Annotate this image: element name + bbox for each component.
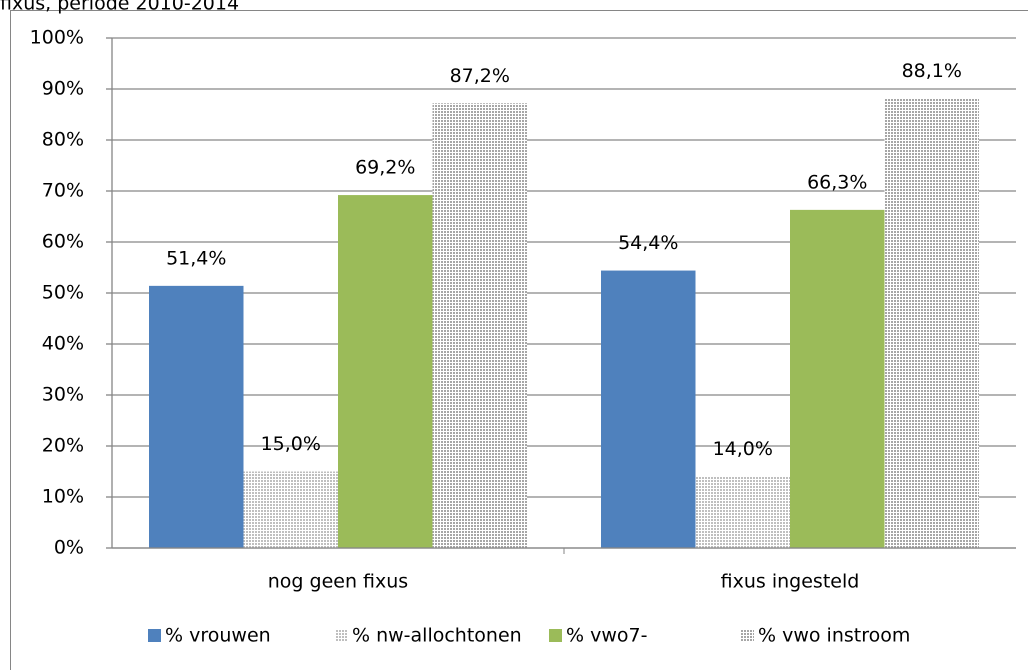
value-label: 87,2% bbox=[450, 65, 510, 87]
y-tick-label: 90% bbox=[42, 78, 84, 100]
y-tick-label: 70% bbox=[42, 180, 84, 202]
value-label: 88,1% bbox=[902, 60, 962, 82]
bar bbox=[884, 98, 979, 548]
bar bbox=[243, 471, 338, 548]
legend-label: % vrouwen bbox=[165, 625, 271, 647]
value-label: 66,3% bbox=[807, 171, 867, 193]
value-label: 15,0% bbox=[261, 433, 321, 455]
y-tick-label: 100% bbox=[30, 27, 84, 49]
x-tick-label: nog geen fixus bbox=[268, 571, 408, 593]
value-label: 51,4% bbox=[166, 247, 226, 269]
value-label: 14,0% bbox=[713, 438, 773, 460]
bar bbox=[432, 103, 527, 548]
legend-swatch bbox=[335, 629, 348, 642]
legend-label: % vwo7- bbox=[566, 625, 647, 647]
bar bbox=[338, 195, 433, 548]
bar bbox=[601, 270, 696, 548]
y-tick-label: 80% bbox=[42, 129, 84, 151]
bar bbox=[790, 209, 885, 548]
bar bbox=[149, 285, 244, 548]
y-tick-label: 10% bbox=[42, 486, 84, 508]
y-tick-label: 60% bbox=[42, 231, 84, 253]
y-tick-label: 50% bbox=[42, 282, 84, 304]
y-tick-label: 20% bbox=[42, 435, 84, 457]
value-label: 54,4% bbox=[618, 232, 678, 254]
legend-label: % nw-allochtonen bbox=[352, 625, 522, 647]
legend-swatch bbox=[741, 629, 754, 642]
y-tick-label: 0% bbox=[54, 537, 84, 559]
y-tick-label: 40% bbox=[42, 333, 84, 355]
legend-swatch bbox=[148, 629, 161, 642]
legend-label: % vwo instroom bbox=[758, 625, 910, 647]
y-tick-label: 30% bbox=[42, 384, 84, 406]
legend-swatch bbox=[549, 629, 562, 642]
value-label: 69,2% bbox=[355, 157, 415, 179]
x-tick-label: fixus ingesteld bbox=[721, 571, 860, 593]
bar bbox=[695, 476, 790, 548]
chart-title: fixus, periode 2010-2014 bbox=[0, 0, 239, 15]
